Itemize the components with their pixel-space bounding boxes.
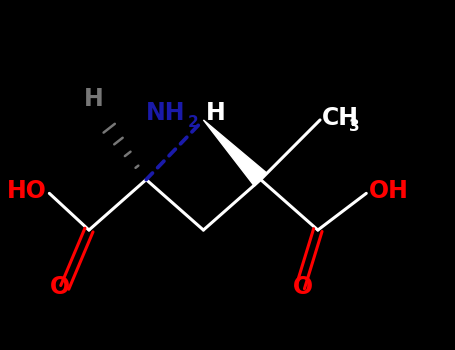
Polygon shape (203, 120, 267, 186)
Text: CH: CH (322, 106, 359, 130)
Text: HO: HO (7, 179, 47, 203)
Text: OH: OH (369, 179, 408, 203)
Text: O: O (293, 275, 313, 299)
Text: H: H (83, 87, 103, 111)
Text: H: H (206, 101, 225, 125)
Text: NH: NH (147, 101, 186, 125)
Text: O: O (50, 275, 70, 299)
Text: 2: 2 (188, 115, 199, 130)
Text: 3: 3 (349, 119, 359, 134)
